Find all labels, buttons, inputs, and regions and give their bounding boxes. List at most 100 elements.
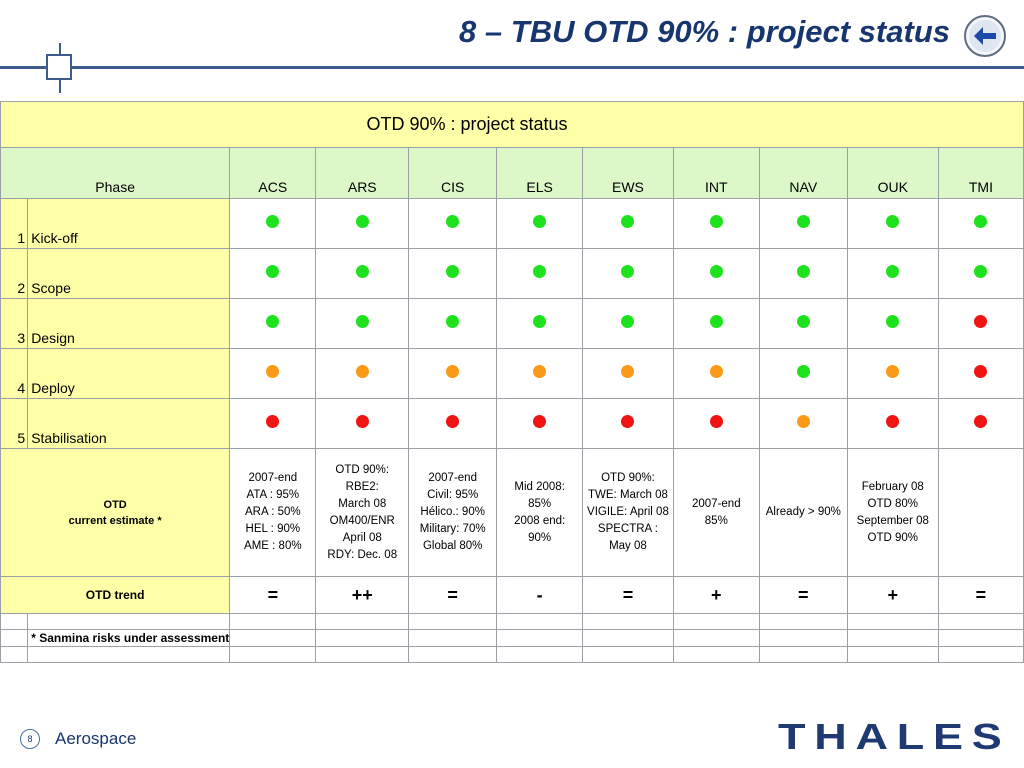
status-green-dot-icon — [266, 314, 280, 328]
status-green-dot-icon — [621, 314, 635, 328]
status-green-dot-icon — [886, 214, 900, 228]
phase-number: 1 — [0, 198, 29, 249]
project-header: EWS — [582, 147, 674, 199]
otd-estimate-line: Global 80% — [422, 540, 483, 552]
project-header: ACS — [229, 147, 317, 199]
empty-cell — [0, 613, 29, 630]
empty-cell — [672, 629, 760, 647]
status-cell — [496, 348, 584, 399]
otd-estimate-cell: OTD 90%: RBE2: March 08 OM400/ENR April 08 RD… — [315, 448, 410, 577]
status-cell — [496, 298, 584, 349]
otd-estimate-line: Civil: 95% — [427, 489, 479, 501]
otd-estimate-line: VIGILE: April 08 — [587, 506, 669, 518]
arrow-left-icon — [969, 20, 1001, 52]
back-button[interactable] — [964, 15, 1006, 57]
status-cell — [672, 298, 760, 349]
empty-cell — [496, 629, 584, 647]
phase-name: Stabilisation — [27, 398, 231, 449]
otd-estimate-line: HEL : 90% — [245, 523, 301, 535]
otd-estimate-cell: OTD 90%: TWE: March 08 VIGILE: April 08 SPE… — [582, 448, 674, 577]
phase-name: Kick-off — [27, 198, 231, 249]
status-cell — [937, 348, 1024, 399]
otd-trend-cell: = — [582, 576, 674, 614]
table-row: 4 Deploy — [0, 348, 1024, 399]
otd-estimate-cell: February 08 OTD 80% September 08 OTD 90% — [846, 448, 939, 577]
status-cell — [315, 398, 410, 449]
empty-cell — [315, 613, 410, 630]
status-cell — [937, 298, 1024, 349]
empty-cell — [846, 629, 939, 647]
status-green-dot-icon — [974, 214, 988, 228]
status-cell — [408, 298, 498, 349]
status-green-dot-icon — [796, 364, 810, 378]
table-row: 1 Kick-off — [0, 198, 1024, 249]
phase-header: Phase — [0, 147, 231, 199]
otd-estimate-line: 2007-end — [692, 497, 741, 510]
empty-cell — [672, 613, 760, 630]
empty-cell — [27, 646, 231, 663]
otd-estimate-label: OTD current estimate * — [0, 448, 231, 577]
status-green-dot-icon — [446, 264, 460, 278]
status-cell — [846, 348, 939, 399]
otd-estimate-line: 2008 end: — [514, 514, 566, 527]
status-cell — [937, 398, 1024, 449]
status-orange-dot-icon — [886, 364, 900, 378]
status-green-dot-icon — [533, 314, 547, 328]
empty-cell — [229, 646, 317, 663]
otd-estimate-line: OTD 80% — [867, 497, 919, 510]
status-green-dot-icon — [709, 214, 723, 228]
status-green-dot-icon — [355, 214, 369, 228]
status-orange-dot-icon — [533, 364, 547, 378]
status-cell — [672, 248, 760, 299]
empty-cell — [672, 646, 760, 663]
otd-trend-cell: = — [408, 576, 498, 614]
otd-estimate-line: SPECTRA : — [597, 523, 658, 535]
status-orange-dot-icon — [266, 364, 280, 378]
empty-cell — [229, 629, 317, 647]
page-number: 8 — [20, 729, 40, 749]
otd-estimate-line: 2007-end — [248, 472, 298, 484]
empty-cell — [937, 646, 1024, 663]
status-cell — [758, 348, 848, 399]
empty-cell — [229, 613, 317, 630]
status-green-dot-icon — [266, 214, 280, 228]
otd-estimate-line: Already > 90% — [765, 506, 841, 518]
otd-estimate-line: OM400/ENR — [329, 514, 395, 527]
status-cell — [937, 248, 1024, 299]
status-cell — [315, 248, 410, 299]
status-green-dot-icon — [266, 264, 280, 278]
empty-cell — [408, 646, 498, 663]
status-cell — [229, 248, 317, 299]
otd-label-line2: current estimate * — [68, 514, 162, 527]
project-header: ELS — [496, 147, 584, 199]
status-cell — [582, 298, 674, 349]
project-header: NAV — [758, 147, 848, 199]
table-title: OTD 90% : project status — [0, 101, 1024, 148]
otd-trend-cell: + — [672, 576, 760, 614]
empty-cell — [846, 613, 939, 630]
empty-cell — [408, 629, 498, 647]
phase-name: Deploy — [27, 348, 231, 399]
otd-estimate-line: 85% — [528, 497, 552, 510]
phase-number: 5 — [0, 398, 29, 449]
otd-estimate-line: 90% — [528, 531, 552, 544]
empty-cell — [496, 646, 584, 663]
otd-estimate-line: TWE: March 08 — [588, 489, 668, 501]
status-green-dot-icon — [886, 314, 900, 328]
status-cell — [408, 398, 498, 449]
status-cell — [496, 248, 584, 299]
status-cell — [496, 198, 584, 249]
status-green-dot-icon — [446, 314, 460, 328]
otd-estimate-cell: Already > 90% — [758, 448, 848, 577]
status-red-dot-icon — [886, 414, 900, 428]
project-status-table: OTD 90% : project status Phase ACS ARS CIS EL… — [0, 101, 1024, 663]
otd-estimate-line: OTD 90% — [867, 531, 919, 544]
status-cell — [229, 298, 317, 349]
empty-cell — [582, 629, 674, 647]
status-green-dot-icon — [974, 264, 988, 278]
otd-estimate-line: May 08 — [609, 540, 647, 552]
status-cell — [846, 298, 939, 349]
status-red-dot-icon — [266, 414, 280, 428]
empty-cell — [758, 613, 848, 630]
status-red-dot-icon — [446, 414, 460, 428]
